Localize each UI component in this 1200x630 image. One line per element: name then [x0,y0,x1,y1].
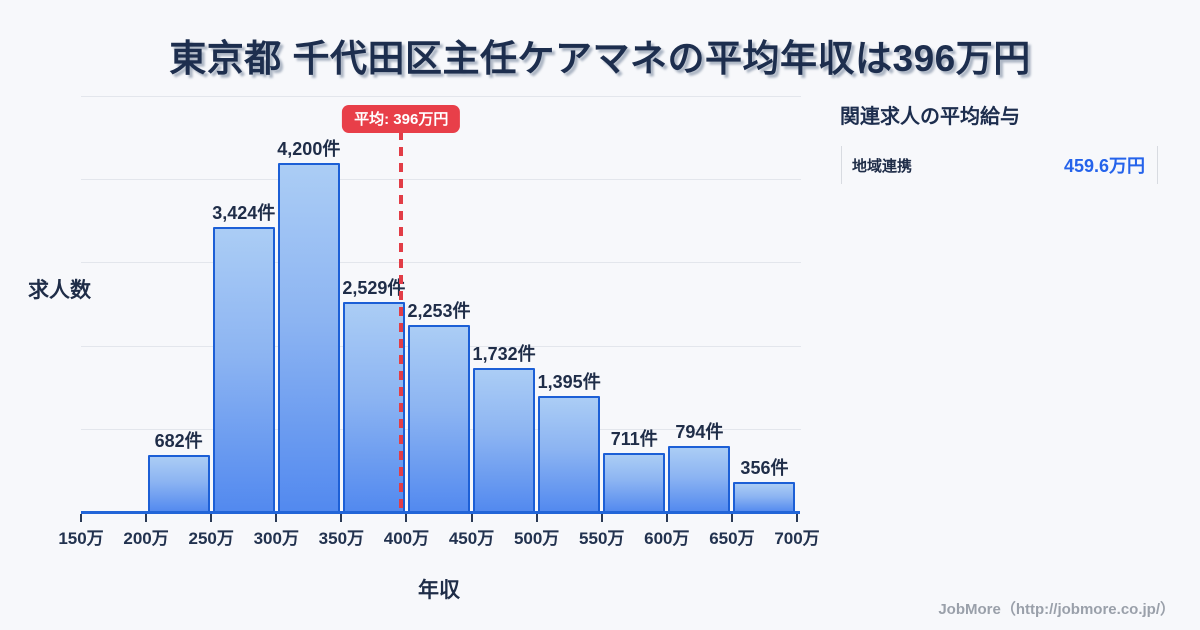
x-axis-tick-label: 600万 [644,529,690,548]
bar-value-label: 1,395件 [537,372,601,392]
gridline [81,262,801,263]
bar [342,302,405,514]
x-axis-tick [340,514,343,522]
gridline [81,96,801,97]
y-axis-label: 求人数 [28,279,91,302]
bar-value-label: 356件 [740,458,789,478]
x-axis-tick [665,514,668,522]
bar-value-label: 2,253件 [407,301,471,321]
x-axis-tick-label: 500万 [513,529,560,548]
average-badge: 平均: 396万円 [342,105,461,133]
bar-value-label: 682件 [154,431,203,451]
related-job-row: 地域連携 459.6万円 [841,146,1158,184]
bar-value-label: 794件 [675,422,724,442]
x-axis-tick-label: 550万 [579,529,625,548]
x-axis-tick-label: 150万 [58,529,104,548]
jobmore-credit: JobMore（http://jobmore.co.jp/） [938,601,1175,618]
related-job-label: 地域連携 [852,157,913,175]
x-axis-tick [145,514,148,522]
bar [538,396,601,514]
x-axis-tick-label: 450万 [448,529,495,548]
x-axis-tick-label: 700万 [774,529,820,548]
x-axis-tick [405,514,408,522]
x-axis-tick [730,514,733,522]
x-axis-tick [80,514,82,522]
bar [473,368,536,514]
x-axis-tick-label: 300万 [253,529,299,548]
bar [277,163,340,514]
x-axis-tick [600,514,603,522]
x-axis-tick-label: 250万 [188,529,234,548]
bar [212,227,275,514]
x-axis-tick-label: 400万 [383,529,430,548]
bar-value-label: 711件 [610,429,658,449]
x-axis-tick-label: 650万 [709,529,755,548]
gridline [81,179,801,180]
bar [733,482,796,514]
x-axis-tick-label: 350万 [318,529,365,548]
x-axis-tick [535,514,538,522]
bar-value-label: 3,424件 [212,203,276,223]
bar [407,325,471,514]
related-job-value: 459.6万円 [1063,156,1145,176]
average-line [399,131,404,512]
x-axis-line [81,511,800,514]
x-axis-tick [210,514,213,522]
bar [147,455,210,514]
x-axis-tick [796,514,798,522]
x-axis-tick [470,514,473,522]
page-title: 東京都 千代田区主任ケアマネの平均年収は396万円 [169,38,1031,79]
bar [603,453,666,514]
x-axis-label: 年収 [418,579,460,602]
bar-value-label: 1,732件 [472,344,536,364]
bar-value-label: 4,200件 [277,139,341,159]
bar [668,446,731,514]
x-axis-tick [275,514,278,522]
bar-value-label: 2,529件 [342,278,406,298]
x-axis-tick-label: 200万 [123,529,169,548]
related-jobs-heading: 関連求人の平均給与 [840,106,1020,128]
